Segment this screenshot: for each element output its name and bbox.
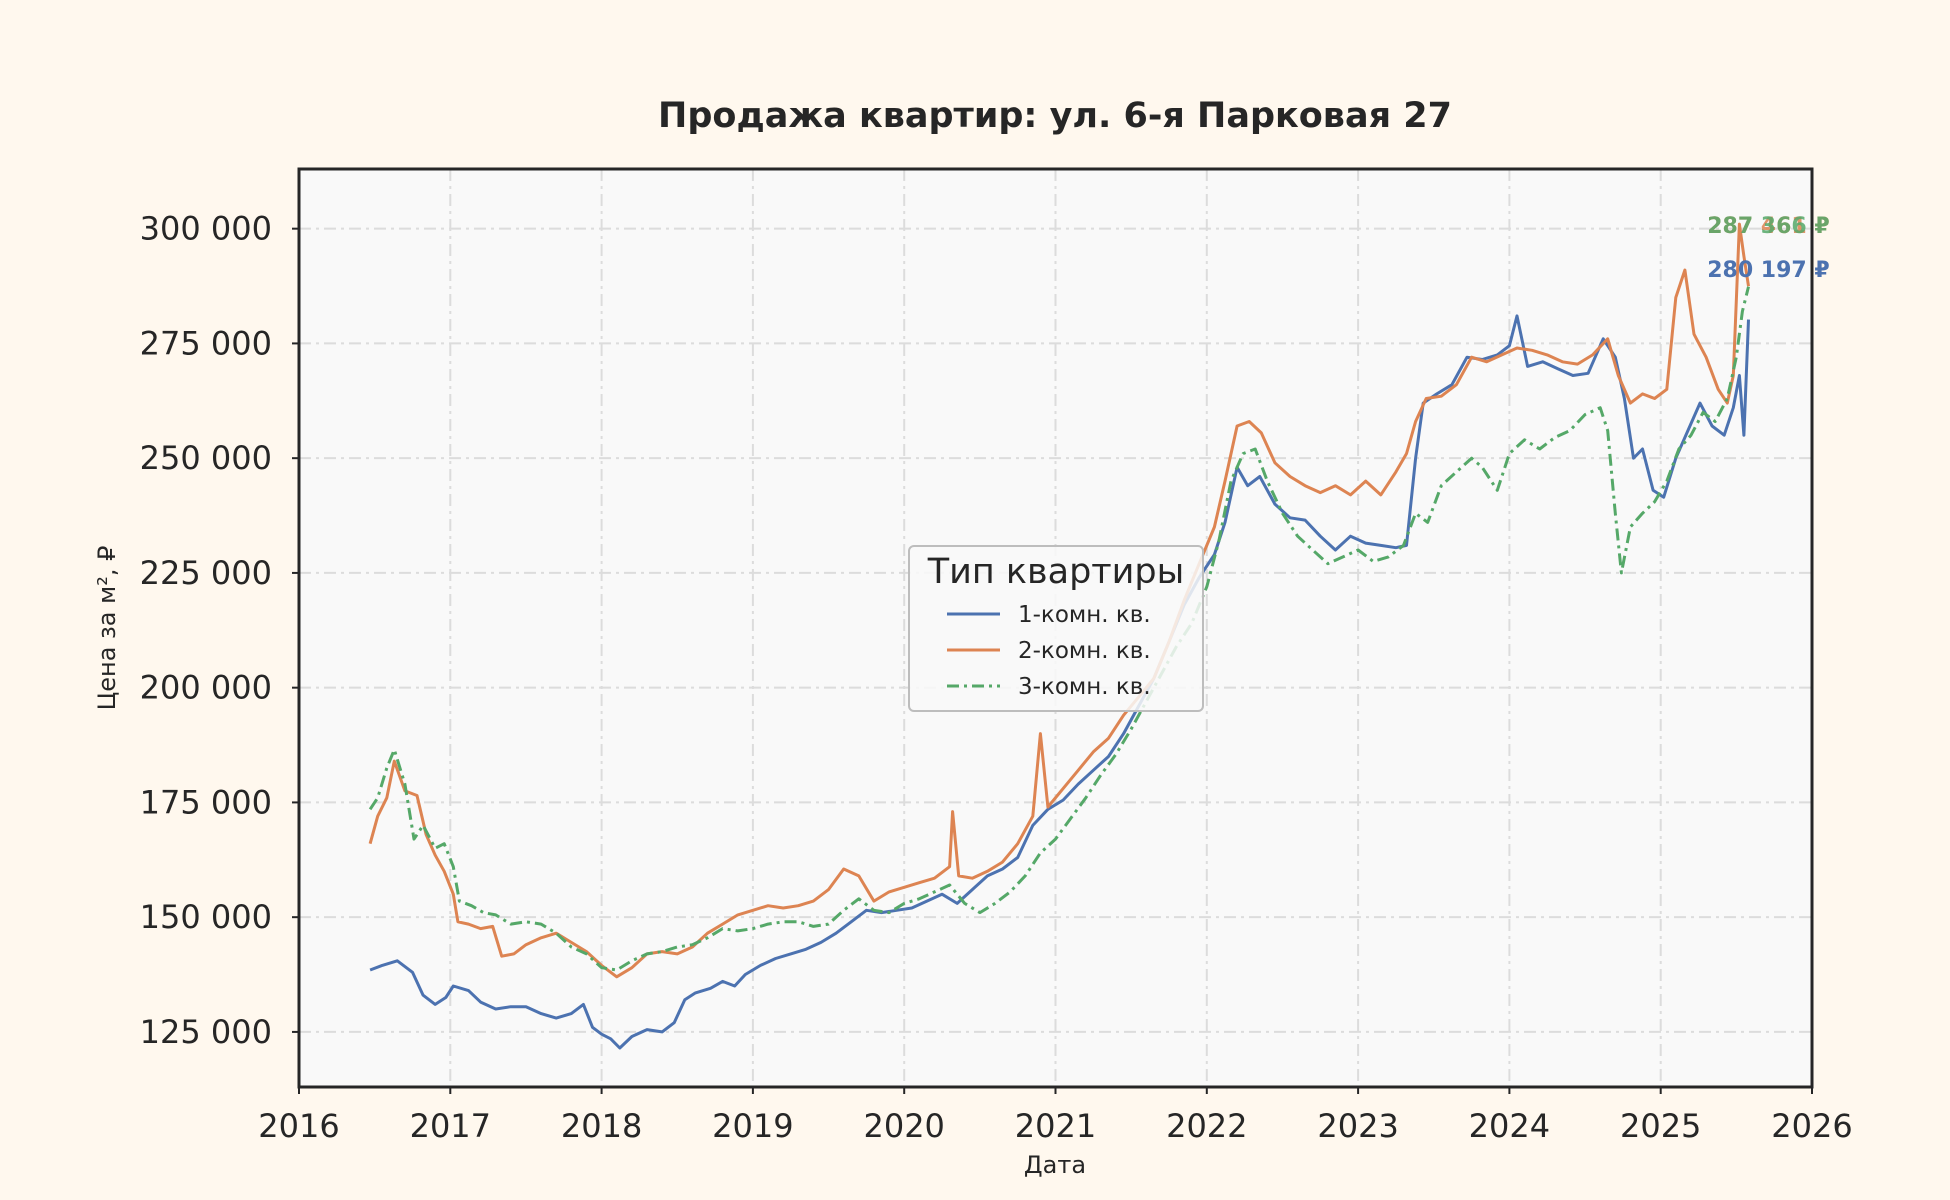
x-tick-label: 2016	[258, 1107, 339, 1145]
y-tick-label: 225 000	[140, 554, 272, 592]
y-axis: 125 000 150 000 175 000 200 000 225 000 250 0…	[140, 210, 299, 1051]
x-tick-label: 2017	[410, 1107, 491, 1145]
x-tick-label: 2022	[1166, 1107, 1247, 1145]
legend: Тип квартиры 1-комн. кв. 2-комн. кв. 3-ком…	[908, 545, 1204, 712]
y-tick-label: 275 000	[140, 324, 272, 362]
series-end-label-1: 280 197 ₽	[1707, 258, 1829, 283]
y-tick-label: 125 000	[140, 1013, 272, 1051]
chart-title: Продажа квартир: ул. 6-я Парковая 27	[658, 96, 1452, 136]
legend-label-1: 1-комн. кв.	[1018, 602, 1151, 628]
y-tick-label: 250 000	[140, 439, 272, 477]
x-tick-label: 2025	[1620, 1107, 1701, 1145]
x-axis: 2016 2017 2018 2019 2020 2021 2022 2023 2024 2025…	[258, 1087, 1853, 1145]
legend-items: 1-комн. кв. 2-комн. кв. 3-комн. кв.	[947, 602, 1151, 700]
legend-label-2: 2-комн. кв.	[1018, 638, 1151, 664]
x-axis-label: Дата	[1024, 1151, 1086, 1179]
y-axis-label: Цена за м², ₽	[93, 546, 121, 711]
y-tick-label: 150 000	[140, 898, 272, 936]
x-tick-label: 2018	[561, 1107, 642, 1145]
series-line-2	[368, 222, 1750, 979]
legend-box	[908, 545, 1204, 712]
series-end-label-2: 287 461 ₽	[1707, 214, 1829, 239]
x-tick-label: 2024	[1469, 1107, 1550, 1145]
x-tick-label: 2020	[863, 1107, 944, 1145]
series-layer	[368, 222, 1750, 1050]
y-tick-label: 300 000	[140, 210, 272, 248]
legend-title: Тип квартиры	[927, 552, 1185, 592]
legend-label-3: 3-комн. кв.	[1018, 674, 1151, 700]
end-labels: 280 197 ₽ 287 461 ₽287 366 ₽	[1707, 214, 1829, 283]
series-line-3	[368, 286, 1750, 972]
x-tick-label: 2023	[1317, 1107, 1398, 1145]
x-tick-label: 2026	[1771, 1107, 1852, 1145]
y-tick-label: 200 000	[140, 669, 272, 707]
x-tick-label: 2021	[1015, 1107, 1096, 1145]
series-line-1	[369, 314, 1750, 1050]
series-end-label-3: 287 366 ₽	[1707, 214, 1829, 239]
y-tick-label: 175 000	[140, 783, 272, 821]
x-tick-label: 2019	[712, 1107, 793, 1145]
